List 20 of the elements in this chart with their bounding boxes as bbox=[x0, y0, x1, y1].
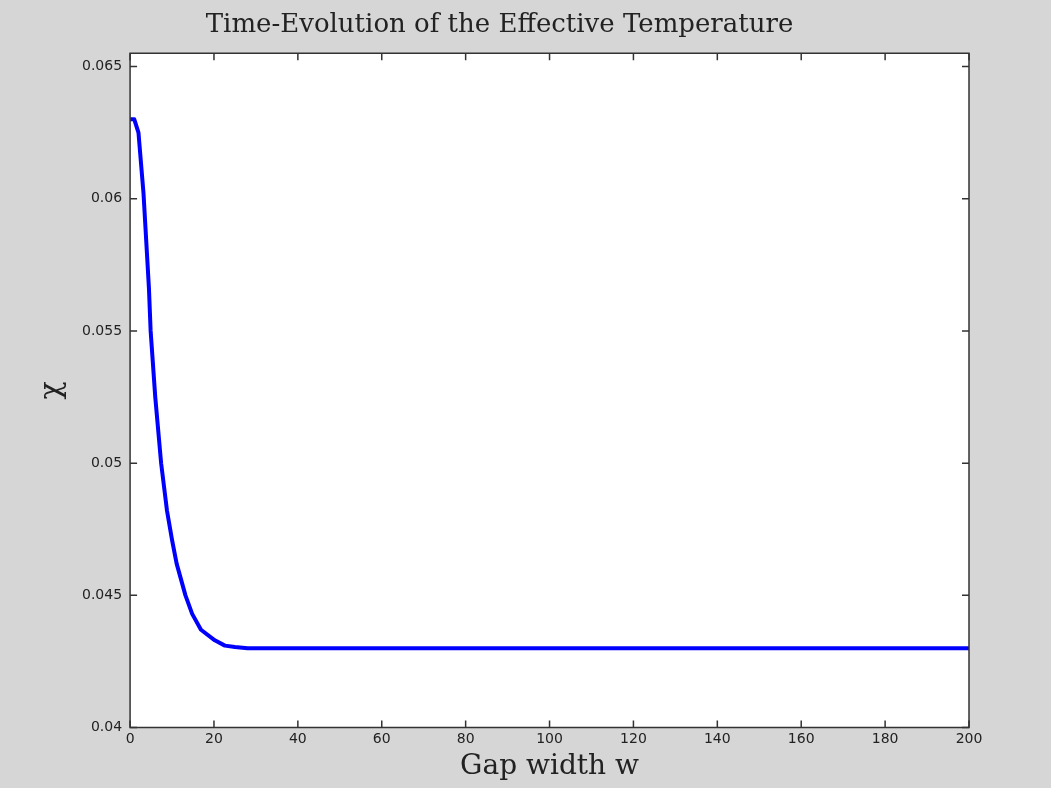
y-tick-label: 0.05 bbox=[90, 453, 123, 470]
x-tick-label: 80 bbox=[456, 729, 475, 746]
x-tick-label: 20 bbox=[205, 729, 223, 746]
x-tick-label: 160 bbox=[787, 729, 815, 746]
x-tick-label: 100 bbox=[536, 729, 563, 746]
x-axis-title: Gap width w bbox=[460, 748, 640, 782]
x-tick-label: 40 bbox=[288, 729, 307, 746]
x-tick-label: 180 bbox=[871, 729, 899, 746]
y-tick-label: 0.065 bbox=[81, 57, 123, 74]
x-tick-label: 0 bbox=[125, 729, 135, 746]
y-tick-label: 0.06 bbox=[90, 189, 123, 206]
y-axis-title: χ bbox=[31, 381, 67, 400]
y-tick-label: 0.045 bbox=[81, 586, 123, 603]
x-tick-label: 120 bbox=[620, 729, 647, 746]
y-tick-label: 0.04 bbox=[90, 718, 123, 735]
x-tick-label: 60 bbox=[372, 729, 391, 746]
chart-title: Time-Evolution of the Effective Temperature bbox=[205, 8, 794, 39]
x-tick-label: 200 bbox=[955, 729, 983, 746]
x-tick-label: 140 bbox=[703, 729, 731, 746]
y-tick-label: 0.055 bbox=[81, 321, 123, 338]
